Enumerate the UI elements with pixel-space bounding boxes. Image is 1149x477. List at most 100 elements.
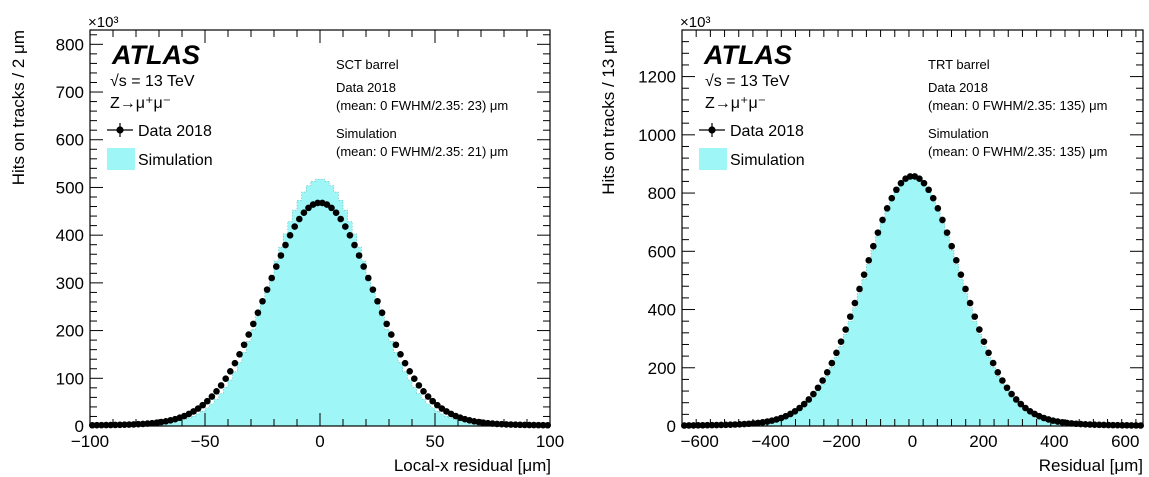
data-point-right	[819, 377, 826, 384]
data-point-left	[291, 223, 299, 230]
data-point-right	[828, 359, 836, 367]
data-point-left	[208, 393, 216, 400]
data-point-left	[401, 359, 409, 367]
data-points-right	[681, 173, 1144, 429]
data-point-left	[374, 297, 381, 305]
data-point-left	[273, 263, 280, 270]
y-tick-label-left: 700	[56, 83, 84, 102]
data-point-left	[263, 286, 271, 293]
data-point-left	[236, 351, 243, 358]
data-point-left	[342, 223, 349, 230]
data-point-left	[250, 320, 257, 328]
data-point-right	[874, 229, 882, 236]
y-multiplier-right: ×10³	[680, 14, 710, 31]
data-point-right	[906, 173, 914, 180]
data-point-right	[842, 326, 849, 333]
tick-labels-right: −600 −400 −200 0 200 400 600 0 200 400 600 800 1000 1…	[638, 68, 1139, 451]
data-point-left	[328, 204, 335, 212]
data-point-left	[231, 359, 239, 367]
legend-simulation-right: Simulation	[699, 148, 805, 170]
data-point-right	[870, 242, 877, 250]
data-point-right	[948, 242, 955, 250]
data-point-left	[539, 421, 547, 429]
data-point-right	[999, 377, 1006, 384]
data-point-left	[434, 401, 441, 409]
data-point-left	[332, 209, 340, 217]
y-tick-label-right: 1000	[638, 126, 676, 145]
data-point-left	[351, 241, 358, 249]
simulation-annotation-detail-right: (mean: 0 FWHM/2.35: 135) μm	[928, 144, 1107, 159]
x-tick-label-left: 100	[536, 432, 564, 451]
process-label-left: Z→μ⁺μ⁻	[110, 95, 171, 112]
x-tick-label-right: 200	[969, 432, 997, 451]
data-point-left	[93, 421, 101, 429]
simulation-annotation-title-right: Simulation	[928, 126, 989, 141]
data-point-right	[1118, 421, 1126, 429]
data-point-left	[107, 421, 114, 429]
legend-simulation-label-left: Simulation	[138, 152, 213, 169]
simulation-annotation-detail-left: (mean: 0 FWHM/2.35: 21) μm	[336, 144, 508, 159]
data-point-right	[939, 216, 946, 224]
region-label-left: SCT barrel	[336, 57, 399, 72]
energy-label-right: √s = 13 TeV	[705, 73, 790, 90]
x-tick-label-left: 0	[315, 432, 324, 451]
legend-data-left: Data 2018	[107, 123, 212, 140]
data-point-left	[89, 421, 96, 429]
y-axis-title-left: Hits on tracks / 2 μm	[9, 30, 28, 185]
data-point-left	[429, 397, 437, 405]
data-point-right	[851, 299, 859, 307]
data-point-right	[962, 285, 969, 293]
y-tick-label-left: 200	[56, 322, 84, 341]
data-point-right	[846, 313, 854, 320]
data-point-left	[383, 320, 391, 328]
data-point-right	[1003, 384, 1011, 392]
data-point-right	[860, 271, 868, 278]
y-tick-label-right: 600	[648, 242, 676, 261]
data-point-right	[865, 256, 873, 264]
data-annotation-detail-right: (mean: 0 FWHM/2.35: 135) μm	[928, 98, 1107, 113]
data-point-right	[989, 359, 997, 367]
process-label-right: Z→μ⁺μ⁻	[705, 95, 766, 112]
data-point-left	[240, 341, 248, 349]
y-tick-label-left: 800	[56, 35, 84, 54]
data-point-right	[971, 313, 979, 320]
data-point-right	[888, 194, 896, 202]
data-point-right	[1123, 422, 1131, 429]
data-point-right	[796, 404, 803, 412]
data-point-left	[420, 388, 427, 395]
data-point-left	[355, 252, 363, 259]
y-tick-label-right: 400	[648, 301, 676, 320]
data-point-right	[893, 186, 900, 194]
data-point-right	[704, 421, 711, 429]
data-point-left	[217, 382, 225, 389]
x-tick-label-right: 600	[1111, 432, 1139, 451]
data-point-left	[282, 241, 289, 249]
data-point-left	[314, 199, 322, 207]
simulation-area-left	[90, 179, 550, 426]
data-point-left	[296, 215, 303, 223]
data-point-right	[1105, 421, 1112, 429]
legend-simulation-swatch-left	[107, 148, 135, 170]
data-point-right	[1012, 396, 1020, 403]
data-point-left	[259, 297, 266, 305]
legend-simulation-swatch-right	[699, 148, 727, 170]
data-point-right	[920, 179, 928, 187]
data-point-left	[530, 421, 538, 429]
data-point-left	[199, 401, 206, 409]
data-point-left	[411, 375, 418, 383]
data-point-left	[268, 274, 276, 282]
y-tick-label-left: 600	[56, 131, 84, 150]
data-point-left	[360, 263, 368, 270]
data-point-left	[415, 382, 423, 389]
y-multiplier-left: ×10³	[88, 14, 118, 31]
data-point-right	[929, 194, 937, 202]
data-points-left	[89, 199, 551, 429]
data-point-left	[337, 215, 345, 223]
data-point-left	[194, 405, 202, 412]
data-point-right	[897, 179, 905, 187]
data-point-left	[526, 421, 533, 429]
data-point-left	[346, 232, 354, 239]
legend-data-label-left: Data 2018	[138, 123, 212, 140]
data-point-right	[823, 368, 831, 376]
data-point-left	[378, 309, 386, 317]
